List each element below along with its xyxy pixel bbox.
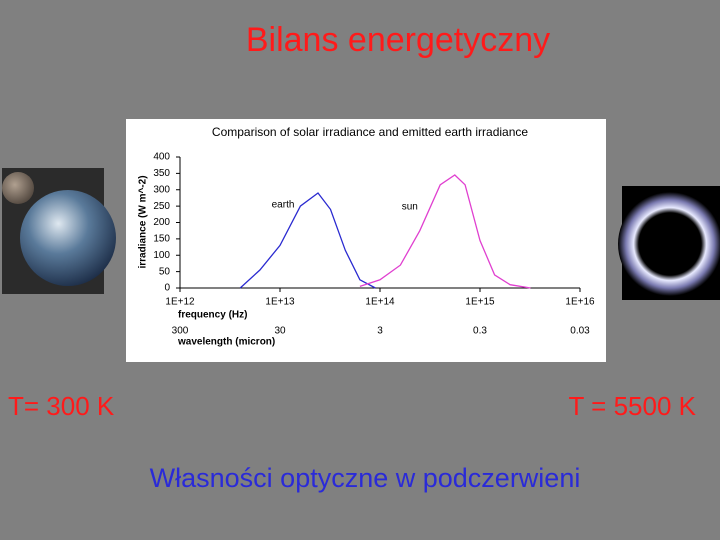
x-tick-label: 1E+15	[465, 297, 495, 308]
x-tick-label: 1E+16	[565, 297, 595, 308]
x2-tick-label: 3	[377, 326, 383, 337]
x-axis-label: frequency (Hz)	[178, 310, 247, 321]
chart-title: Comparison of solar irradiance and emitt…	[212, 125, 528, 139]
y-tick-label: 100	[153, 250, 170, 261]
right-caption: T = 5500 K	[569, 391, 697, 421]
y-tick-label: 150	[153, 234, 170, 245]
earth	[20, 190, 116, 286]
footer-text: Własności optyczne w podczerwieni	[150, 463, 581, 493]
x2-tick-label: 300	[172, 326, 189, 337]
y-tick-label: 400	[153, 152, 170, 163]
slide-title: Bilans energetyczny	[246, 21, 550, 59]
eclipse-image	[618, 186, 720, 300]
moon	[2, 172, 34, 204]
y-tick-label: 200	[153, 217, 170, 228]
earth-image	[2, 168, 116, 294]
y-tick-label: 350	[153, 168, 170, 179]
y-tick-label: 300	[153, 184, 170, 195]
y-axis-label: irradiance (W m^-2)	[138, 175, 149, 268]
x-tick-label: 1E+14	[365, 297, 395, 308]
x2-axis-label: wavelength (micron)	[177, 337, 275, 348]
x2-tick-label: 0.3	[473, 326, 487, 337]
y-tick-label: 250	[153, 201, 170, 212]
x-tick-label: 1E+13	[265, 297, 295, 308]
series-line	[359, 174, 531, 289]
x2-tick-label: 0.03	[570, 326, 590, 337]
series-line	[239, 192, 376, 289]
chart-background	[126, 119, 606, 362]
series-label: earth	[272, 200, 295, 211]
y-tick-label: 50	[159, 266, 171, 277]
x2-tick-label: 30	[274, 326, 286, 337]
corona	[618, 192, 720, 296]
x-tick-label: 1E+12	[165, 297, 195, 308]
y-tick-label: 0	[164, 283, 170, 294]
series-label: sun	[402, 202, 418, 213]
left-caption: T= 300 K	[8, 391, 115, 421]
chart: Comparison of solar irradiance and emitt…	[126, 119, 606, 362]
